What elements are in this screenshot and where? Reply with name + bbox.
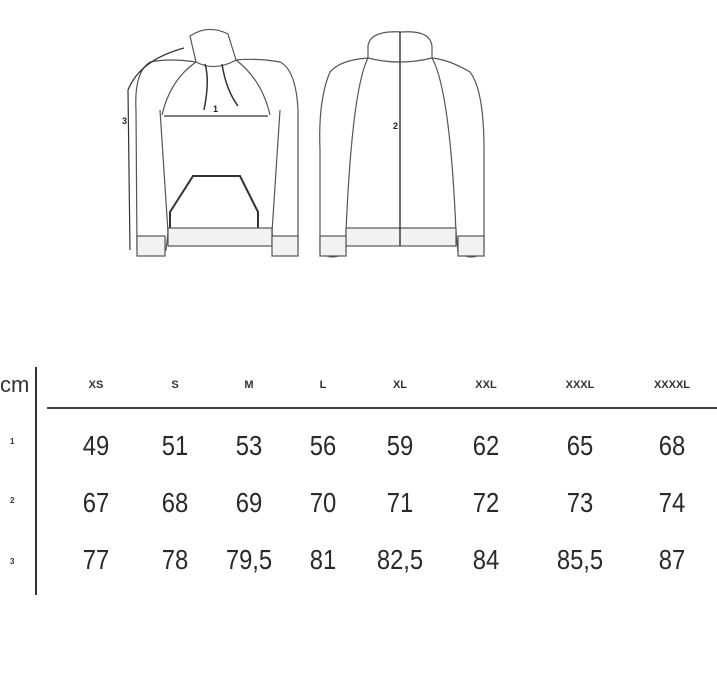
unit-label: cm xyxy=(0,372,30,397)
table-cell: 69 xyxy=(235,487,263,518)
table-cell: 51 xyxy=(161,430,189,461)
table-cell: 62 xyxy=(472,430,500,461)
table-cell: 71 xyxy=(386,487,414,518)
hoodie-back-drawing xyxy=(319,31,485,258)
size-header-m: M xyxy=(244,379,254,391)
size-header-s: S xyxy=(171,379,179,391)
table-cell: 56 xyxy=(309,430,337,461)
hoodie-measurement-illustration xyxy=(127,28,485,258)
sleeve-measure-label: 3 xyxy=(122,116,128,126)
table-cell: 77 xyxy=(82,544,110,575)
row-label: 2 xyxy=(10,496,15,505)
table-vertical-divider xyxy=(35,367,37,595)
table-cell: 84 xyxy=(472,544,500,575)
table-cell: 59 xyxy=(386,430,414,461)
table-cell: 72 xyxy=(472,487,500,518)
table-cell: 68 xyxy=(161,487,189,518)
table-cell: 87 xyxy=(658,544,686,575)
table-cell: 81 xyxy=(309,544,337,575)
table-cell: 73 xyxy=(566,487,594,518)
length-measure-label: 2 xyxy=(393,121,399,131)
row-label: 1 xyxy=(10,437,15,446)
table-header-divider xyxy=(47,407,717,409)
table-cell: 68 xyxy=(658,430,686,461)
table-cell: 78 xyxy=(161,544,189,575)
size-header-xs: XS xyxy=(88,379,104,391)
table-cell: 49 xyxy=(82,430,110,461)
size-header-xl: XL xyxy=(392,379,408,391)
size-header-xxxl: XXXL xyxy=(565,379,595,391)
table-cell: 67 xyxy=(82,487,110,518)
table-cell: 65 xyxy=(566,430,594,461)
table-cell: 85,5 xyxy=(556,544,604,575)
table-cell: 79,5 xyxy=(225,544,273,575)
size-header-xxl: XXL xyxy=(475,379,497,391)
table-cell: 82,5 xyxy=(376,544,424,575)
table-cell: 70 xyxy=(309,487,337,518)
chest-measure-label: 1 xyxy=(213,104,219,114)
row-label: 3 xyxy=(10,557,15,566)
size-header-xxxxl: XXXXL xyxy=(653,379,691,391)
size-header-l: L xyxy=(319,379,327,391)
table-cell: 74 xyxy=(658,487,686,518)
table-cell: 53 xyxy=(235,430,263,461)
hoodie-front-drawing xyxy=(127,28,299,257)
